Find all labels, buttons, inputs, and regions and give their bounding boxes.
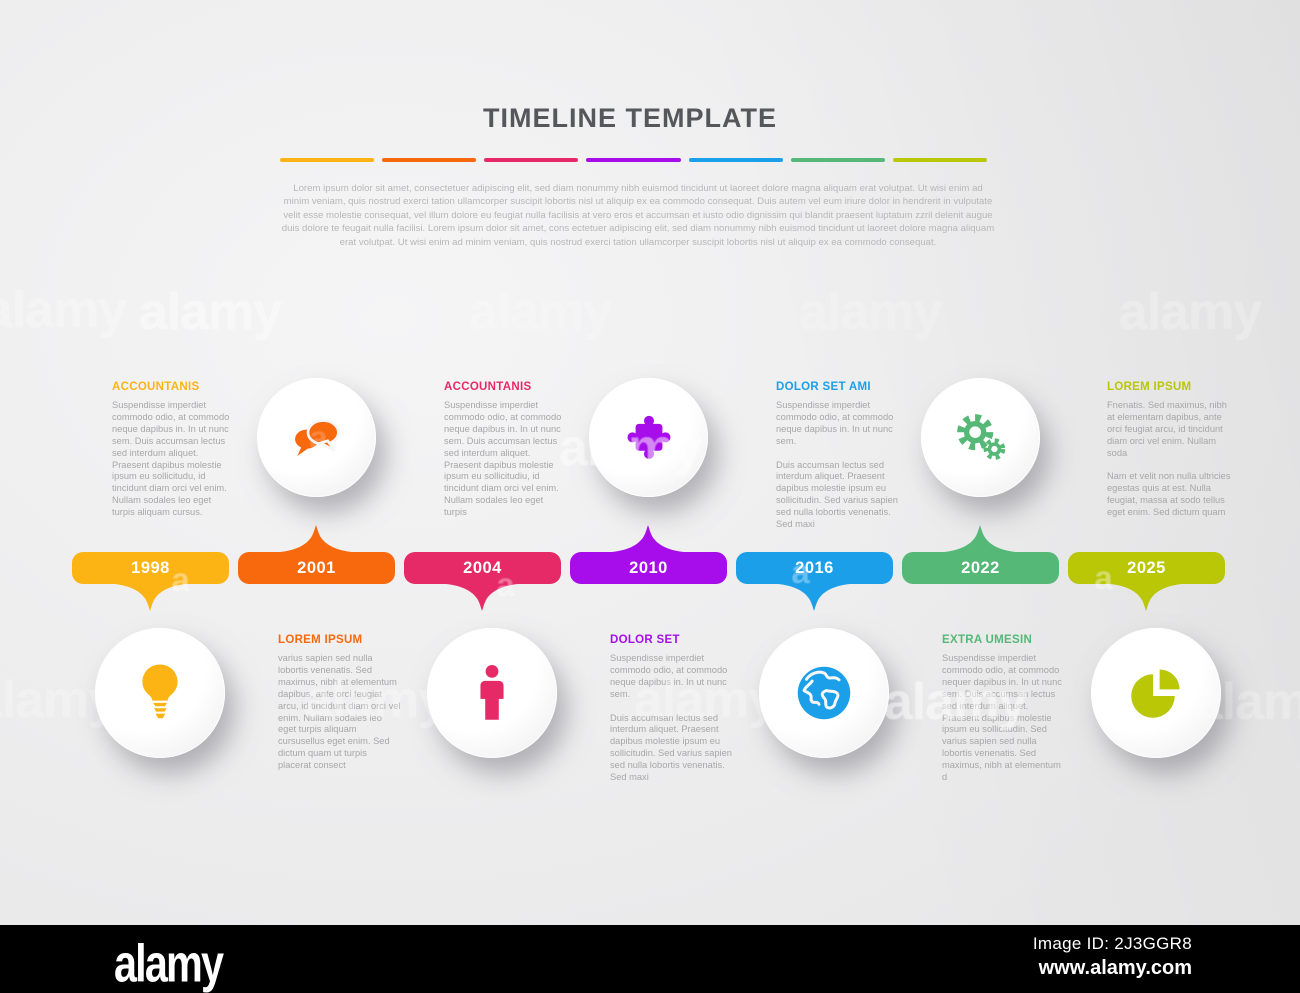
milestone-circle-2001[interactable] xyxy=(257,378,376,497)
intro-paragraph: Lorem ipsum dolor sit amet, consectetuer… xyxy=(281,183,995,248)
pointer-tail-icon xyxy=(1098,583,1194,611)
tab-bar xyxy=(404,552,561,584)
pie-chart-icon xyxy=(1131,669,1180,718)
milestone-body: Fnenatis. Sed maximus, nibh at elementam… xyxy=(1107,400,1231,518)
milestone-body: Suspendisse imperdiet commodo odio, at c… xyxy=(112,400,230,518)
milestone-text-2004: ACCOUNTANIS Suspendisse imperdiet commod… xyxy=(444,381,568,519)
milestone-heading: DOLOR SET AMI xyxy=(776,381,871,393)
puzzle-icon xyxy=(627,415,670,459)
lightbulb-icon xyxy=(142,664,178,719)
milestone-circle-2022[interactable] xyxy=(921,378,1040,497)
milestone-body: varius sapien sed nulla lobortis venenat… xyxy=(278,653,401,771)
alamy-watermark: alamy xyxy=(1118,283,1262,341)
timeline-year-tab-2016[interactable]: 2016 xyxy=(736,552,893,611)
milestone-text-2016: DOLOR SET AMI Suspendisse imperdiet comm… xyxy=(776,381,900,531)
tab-bar xyxy=(902,552,1059,584)
milestone-heading: LOREM IPSUM xyxy=(278,634,363,646)
milestone-text-2022: EXTRA UMESIN Suspendisse imperdiet commo… xyxy=(942,634,1066,784)
pointer-tail-icon xyxy=(102,583,198,611)
milestone-heading: EXTRA UMESIN xyxy=(942,634,1033,646)
page-title: TIMELINE TEMPLATE xyxy=(483,103,777,133)
timeline-year-tab-2010[interactable]: 2010 xyxy=(570,525,727,584)
year-label: 2025 xyxy=(1127,559,1166,577)
milestone-circle-2025[interactable] xyxy=(1091,628,1221,758)
milestone-body: Suspendisse imperdiet commodo odio, at c… xyxy=(942,653,1062,783)
year-label: 2001 xyxy=(297,559,336,577)
alamy-watermark: alamy xyxy=(0,281,127,339)
divider-segment xyxy=(382,158,477,162)
milestone-heading: ACCOUNTANIS xyxy=(112,381,200,393)
gears-icon xyxy=(956,413,1005,460)
year-label: 2016 xyxy=(795,559,834,577)
milestone-circle-2004[interactable] xyxy=(427,628,557,758)
year-label: 2010 xyxy=(629,559,668,577)
alamy-url-link[interactable]: www.alamy.com xyxy=(1038,957,1192,979)
timeline-year-tab-2004[interactable]: 2004 xyxy=(404,552,561,611)
alamy-watermark: alamy xyxy=(798,283,942,341)
alamy-footer-bar: alamy Image ID: 2J3GGR8 www.alamy.com xyxy=(0,925,1300,993)
tab-bar xyxy=(72,552,229,584)
year-label: 2004 xyxy=(463,559,502,577)
pointer-tail-icon xyxy=(766,583,862,611)
alamy-watermark: alamy xyxy=(138,283,282,341)
milestone-circle-1998[interactable] xyxy=(95,628,225,758)
milestone-body: Suspendisse imperdiet commodo odio, at c… xyxy=(610,653,732,783)
tab-bar xyxy=(238,552,395,584)
divider-segment xyxy=(790,158,885,162)
color-divider-row xyxy=(280,158,987,162)
timeline-year-tab-2022[interactable]: 2022 xyxy=(902,525,1059,584)
milestone-text-2010: DOLOR SET Suspendisse imperdiet commodo … xyxy=(610,634,734,784)
pointer-tail-icon xyxy=(600,525,696,553)
milestone-text-1998: ACCOUNTANIS Suspendisse imperdiet commod… xyxy=(112,381,236,519)
image-id-label: Image ID: 2J3GGR8 xyxy=(1032,934,1192,953)
milestone-body: Suspendisse imperdiet commodo odio, at c… xyxy=(776,400,898,530)
milestone-text-2025: LOREM IPSUM Fnenatis. Sed maximus, nibh … xyxy=(1107,381,1231,519)
timeline-year-tab-1998[interactable]: 1998 xyxy=(72,552,229,611)
milestone-circle-2016[interactable] xyxy=(759,628,889,758)
pointer-tail-icon xyxy=(932,525,1028,553)
timeline-year-tab-2025[interactable]: 2025 xyxy=(1068,552,1225,611)
year-label: 1998 xyxy=(131,559,170,577)
tab-bar xyxy=(570,552,727,584)
person-icon xyxy=(480,664,504,720)
milestone-heading: DOLOR SET xyxy=(610,634,680,646)
divider-segment xyxy=(586,158,681,162)
milestone-circle-2010[interactable] xyxy=(589,378,708,497)
milestone-heading: ACCOUNTANIS xyxy=(444,381,532,393)
milestone-body: Suspendisse imperdiet commodo odio, at c… xyxy=(444,400,562,518)
milestone-text-2001: LOREM IPSUM varius sapien sed nulla lobo… xyxy=(278,634,402,772)
alamy-logo: alamy xyxy=(114,933,224,993)
tab-bar xyxy=(736,552,893,584)
divider-segment xyxy=(484,158,579,162)
alamy-watermark: alamy xyxy=(468,283,612,341)
tab-bar xyxy=(1068,552,1225,584)
globe-icon xyxy=(797,666,851,720)
timeline-year-tab-2001[interactable]: 2001 xyxy=(238,525,395,584)
milestone-heading: LOREM IPSUM xyxy=(1107,381,1192,393)
pointer-tail-icon xyxy=(268,525,364,553)
divider-segment xyxy=(688,158,783,162)
speech-bubbles-icon xyxy=(294,418,340,456)
year-label: 2022 xyxy=(961,559,1000,577)
pointer-tail-icon xyxy=(434,583,530,611)
divider-segment xyxy=(892,158,987,162)
divider-segment xyxy=(280,158,375,162)
